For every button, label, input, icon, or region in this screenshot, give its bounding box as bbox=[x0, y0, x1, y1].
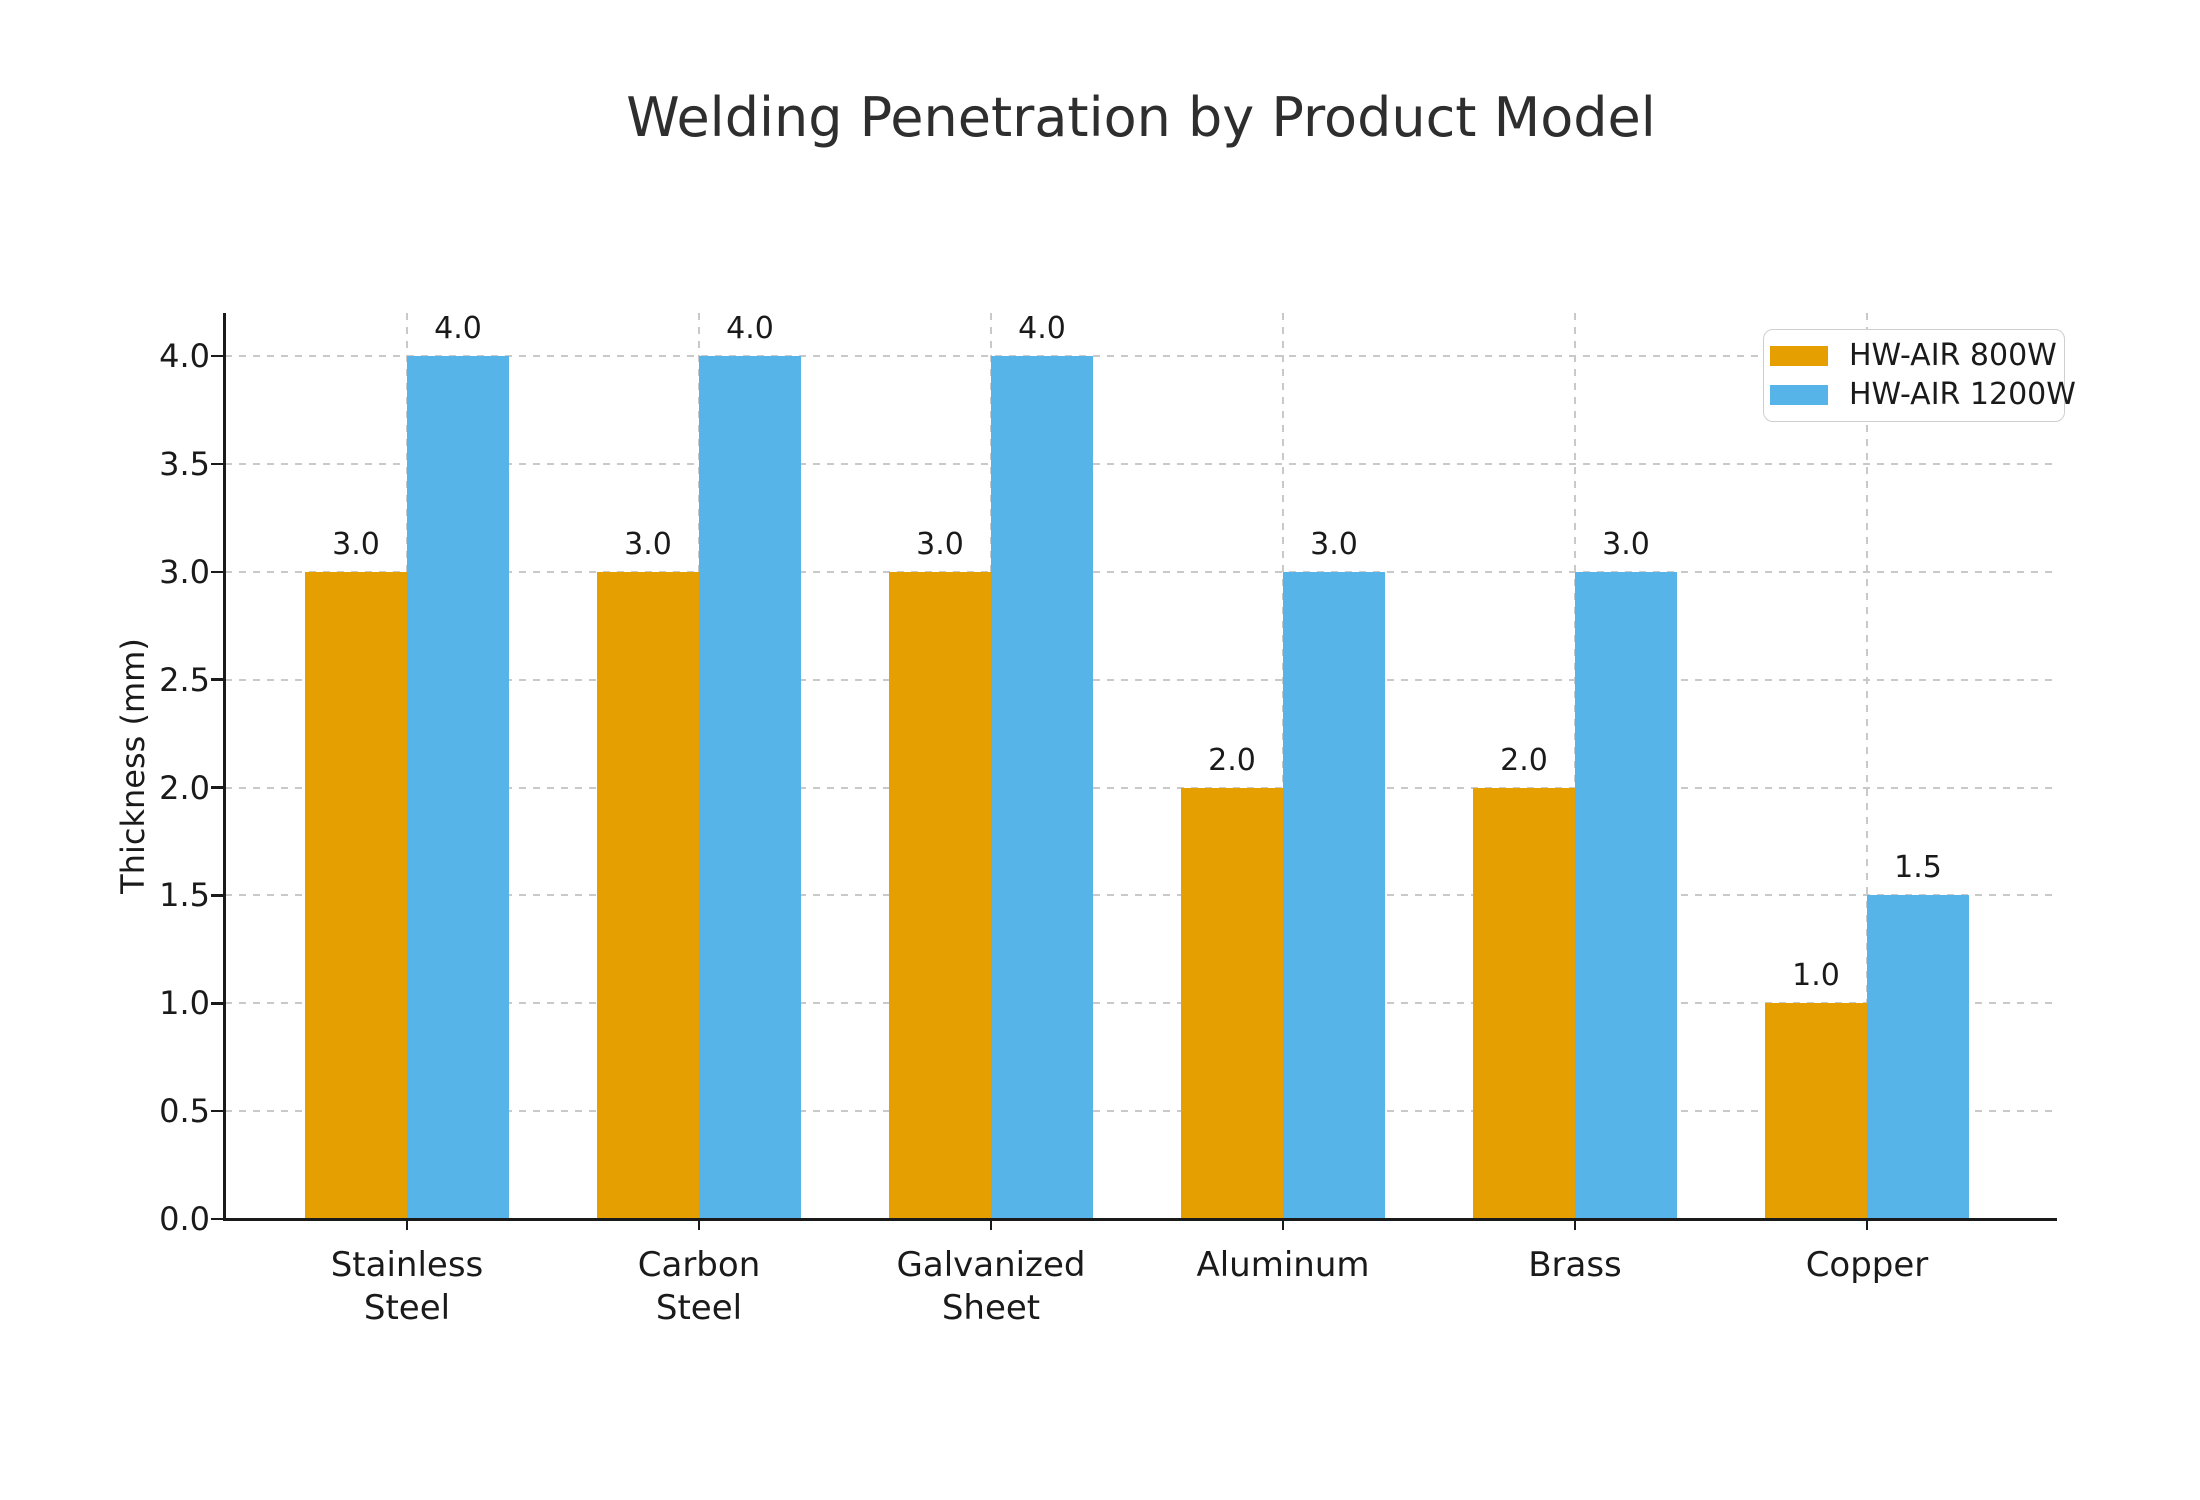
v-gridline bbox=[1866, 313, 1868, 1219]
bar bbox=[991, 356, 1093, 1219]
y-axis-tick bbox=[211, 678, 225, 681]
bar bbox=[1181, 787, 1283, 1219]
bar-value-label: 3.0 bbox=[1602, 526, 1650, 562]
bar-value-label: 1.0 bbox=[1792, 958, 1840, 994]
bar bbox=[1473, 787, 1575, 1219]
bar-value-label: 4.0 bbox=[434, 311, 482, 347]
bar-value-label: 2.0 bbox=[1208, 742, 1256, 778]
bar-value-label: 3.0 bbox=[332, 526, 380, 562]
legend-swatch bbox=[1770, 346, 1828, 366]
bar bbox=[305, 571, 407, 1219]
y-axis-tick bbox=[211, 894, 225, 897]
bar bbox=[1867, 895, 1969, 1219]
chart-title: Welding Penetration by Product Model bbox=[626, 86, 1656, 149]
legend-item: HW-AIR 800W bbox=[1770, 338, 2057, 373]
legend-item: HW-AIR 1200W bbox=[1770, 380, 2076, 410]
y-tick-label: 3.5 bbox=[159, 445, 210, 483]
bar-value-label: 4.0 bbox=[1018, 311, 1066, 347]
h-gridline bbox=[225, 894, 2057, 897]
legend-label: HW-AIR 1200W bbox=[1849, 377, 2076, 412]
h-gridline bbox=[225, 678, 2057, 681]
legend: HW-AIR 800W HW-AIR 1200W bbox=[1763, 329, 2076, 422]
x-category-label: Stainless Steel bbox=[330, 1245, 484, 1328]
y-tick-label: 2.5 bbox=[159, 660, 210, 699]
x-axis-tick bbox=[1865, 1219, 1869, 1230]
x-axis-tick bbox=[405, 1219, 409, 1230]
h-gridline bbox=[225, 786, 2057, 789]
h-gridline bbox=[225, 1002, 2057, 1005]
x-category-label: Brass bbox=[1528, 1245, 1622, 1285]
y-tick-label: 2.0 bbox=[159, 768, 210, 807]
y-tick-label: 4.0 bbox=[159, 337, 210, 376]
x-axis-line bbox=[223, 1217, 2057, 1221]
bar-value-label: 3.0 bbox=[916, 526, 964, 562]
bar bbox=[699, 356, 801, 1219]
bar bbox=[1575, 571, 1677, 1219]
y-tick-label: 0.0 bbox=[159, 1200, 210, 1238]
y-axis-tick bbox=[211, 1002, 225, 1005]
legend-swatch bbox=[1770, 385, 1828, 405]
bar-value-label: 3.0 bbox=[624, 526, 672, 562]
h-gridline bbox=[225, 463, 2057, 465]
h-gridline bbox=[225, 355, 2057, 358]
bar bbox=[889, 571, 991, 1219]
bar-value-label: 2.0 bbox=[1500, 742, 1548, 778]
plot-area: HW-AIR 800W HW-AIR 1200W 0.0 0.5 1.0 1.5 2.0 2… bbox=[159, 311, 2076, 1328]
y-tick-label: 1.5 bbox=[159, 876, 210, 915]
h-gridline bbox=[225, 570, 2057, 573]
x-category-label: Aluminum bbox=[1196, 1245, 1370, 1285]
x-axis-tick bbox=[989, 1219, 993, 1230]
y-tick-label: 0.5 bbox=[159, 1092, 210, 1131]
y-axis-tick bbox=[211, 1217, 225, 1221]
y-tick-label: 3.0 bbox=[159, 552, 210, 591]
bar-value-label: 1.5 bbox=[1894, 850, 1942, 886]
x-axis-tick bbox=[1281, 1219, 1285, 1230]
bar bbox=[1765, 1003, 1867, 1219]
y-axis-tick bbox=[211, 786, 225, 789]
h-gridline bbox=[225, 1110, 2057, 1113]
bar bbox=[407, 356, 509, 1219]
x-category-label: Copper bbox=[1805, 1245, 1929, 1285]
bar-value-label: 4.0 bbox=[726, 311, 774, 347]
y-axis-tick bbox=[211, 462, 225, 466]
bar bbox=[597, 571, 699, 1219]
y-axis-tick bbox=[211, 354, 225, 358]
y-tick-label: 1.0 bbox=[159, 984, 210, 1023]
bar bbox=[1283, 571, 1385, 1219]
bar-value-label: 3.0 bbox=[1310, 526, 1358, 562]
x-category-label: Galvanized Sheet bbox=[896, 1245, 1086, 1328]
y-axis-tick bbox=[211, 1109, 225, 1113]
y-axis-line bbox=[223, 313, 226, 1221]
legend-label: HW-AIR 800W bbox=[1849, 338, 2057, 373]
x-axis-tick bbox=[1573, 1219, 1577, 1230]
x-axis-tick bbox=[697, 1219, 701, 1230]
x-category-label: Carbon Steel bbox=[637, 1245, 761, 1328]
y-axis-tick bbox=[211, 570, 225, 574]
